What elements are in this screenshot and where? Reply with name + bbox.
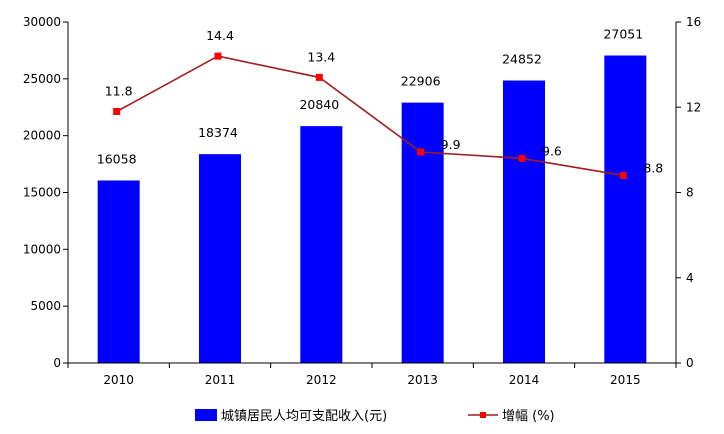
growth-marker-2015 <box>619 171 627 179</box>
legend-marker-growth <box>480 412 486 418</box>
growth-value-label-2011: 14.4 <box>206 28 234 43</box>
right-tick-label-4: 4 <box>686 271 694 285</box>
right-tick-label-8: 8 <box>686 186 694 200</box>
bar-2010 <box>97 180 140 363</box>
right-tick-label-0: 0 <box>686 356 694 370</box>
right-tick-label-12: 12 <box>686 100 701 114</box>
x-tick-label-2015: 2015 <box>610 373 641 387</box>
bar-2011 <box>199 154 241 363</box>
growth-marker-2011 <box>214 52 222 60</box>
legend-swatch-income <box>195 409 217 421</box>
x-tick-label-2011: 2011 <box>205 373 236 387</box>
right-tick-label-16: 16 <box>686 15 701 29</box>
growth-value-label-2010: 11.8 <box>105 84 133 99</box>
legend-label-growth: 增幅 (%) <box>502 409 555 424</box>
left-tick-label-20000: 20000 <box>23 129 61 143</box>
growth-marker-2014 <box>518 154 526 162</box>
x-tick-label-2013: 2013 <box>407 373 438 387</box>
bar-2014 <box>503 80 545 364</box>
left-tick-label-5000: 5000 <box>30 299 61 313</box>
left-tick-label-25000: 25000 <box>23 72 61 86</box>
left-tick-label-30000: 30000 <box>23 15 61 29</box>
bar-value-label-2011: 18374 <box>198 125 238 140</box>
left-tick-label-15000: 15000 <box>23 186 61 200</box>
x-tick-label-2010: 2010 <box>103 373 134 387</box>
growth-marker-2013 <box>417 148 425 156</box>
growth-marker-2012 <box>315 73 323 81</box>
bar-value-label-2014: 24852 <box>502 52 542 67</box>
bar-2012 <box>300 126 343 363</box>
bar-value-label-2013: 22906 <box>401 74 441 89</box>
plot-area: 16058 18374 20840 22906 24852 27051 0 5000 10000… <box>23 15 701 387</box>
bar-value-label-2015: 27051 <box>603 27 643 42</box>
growth-value-label-2014: 9.6 <box>542 143 562 158</box>
bar-2013 <box>401 102 444 363</box>
bar-2015 <box>604 55 647 364</box>
bar-value-label-2010: 16058 <box>97 151 137 166</box>
legend-label-income: 城镇居民人均可支配收入(元) <box>221 409 387 424</box>
x-tick-label-2012: 2012 <box>306 373 337 387</box>
growth-marker-2010 <box>113 108 121 116</box>
growth-value-label-2012: 13.4 <box>307 49 335 64</box>
bar-value-label-2012: 20840 <box>299 97 339 112</box>
growth-line <box>116 55 624 177</box>
growth-value-label-2015: 8.8 <box>643 160 663 175</box>
left-tick-label-10000: 10000 <box>23 242 61 256</box>
legend: 城镇居民人均可支配收入(元) 增幅 (%) <box>195 409 555 424</box>
growth-value-label-2013: 9.9 <box>441 137 461 152</box>
left-tick-label-0: 0 <box>53 356 61 370</box>
x-tick-label-2014: 2014 <box>509 373 540 387</box>
